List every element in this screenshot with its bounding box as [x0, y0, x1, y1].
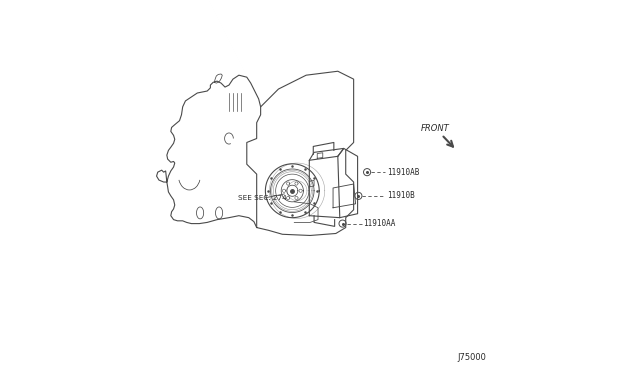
Circle shape — [339, 220, 346, 227]
Circle shape — [355, 192, 362, 199]
Text: SEE SEC. 274: SEE SEC. 274 — [238, 195, 287, 201]
Circle shape — [364, 169, 371, 176]
Text: 11910B: 11910B — [387, 191, 415, 201]
Text: J75000: J75000 — [458, 353, 486, 362]
Text: 11910AB: 11910AB — [387, 168, 420, 177]
Text: 11910AA: 11910AA — [364, 219, 396, 228]
Text: FRONT: FRONT — [420, 124, 449, 133]
